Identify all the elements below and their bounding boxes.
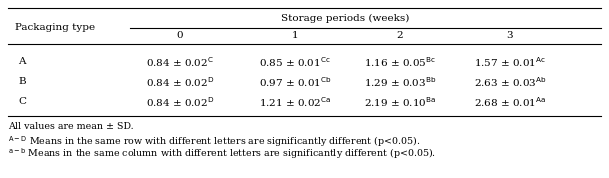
Text: 2.63 ± 0.03$^{\mathrm{Ab}}$: 2.63 ± 0.03$^{\mathrm{Ab}}$ <box>474 75 546 89</box>
Text: 0.85 ± 0.01$^{\mathrm{Cc}}$: 0.85 ± 0.01$^{\mathrm{Cc}}$ <box>259 55 331 69</box>
Text: 3: 3 <box>507 32 513 41</box>
Text: 0.84 ± 0.02$^{\mathrm{C}}$: 0.84 ± 0.02$^{\mathrm{C}}$ <box>146 55 214 69</box>
Text: 0: 0 <box>177 32 183 41</box>
Text: C: C <box>18 98 26 106</box>
Text: $^{\mathrm{a-b}}$ Means in the same column with different letters are significan: $^{\mathrm{a-b}}$ Means in the same colu… <box>8 146 436 161</box>
Text: 1.29 ± 0.03$^{\mathrm{Bb}}$: 1.29 ± 0.03$^{\mathrm{Bb}}$ <box>364 75 436 89</box>
Text: 1.21 ± 0.02$^{\mathrm{Ca}}$: 1.21 ± 0.02$^{\mathrm{Ca}}$ <box>259 95 331 109</box>
Text: $^{\mathrm{A-D}}$ Means in the same row with different letters are significantly: $^{\mathrm{A-D}}$ Means in the same row … <box>8 134 420 149</box>
Text: 0.84 ± 0.02$^{\mathrm{D}}$: 0.84 ± 0.02$^{\mathrm{D}}$ <box>146 95 214 109</box>
Text: Storage periods (weeks): Storage periods (weeks) <box>281 13 409 23</box>
Text: 2.68 ± 0.01$^{\mathrm{Aa}}$: 2.68 ± 0.01$^{\mathrm{Aa}}$ <box>474 95 546 109</box>
Text: 2.19 ± 0.10$^{\mathrm{Ba}}$: 2.19 ± 0.10$^{\mathrm{Ba}}$ <box>364 95 436 109</box>
Text: 0.97 ± 0.01$^{\mathrm{Cb}}$: 0.97 ± 0.01$^{\mathrm{Cb}}$ <box>259 75 331 89</box>
Text: 2: 2 <box>396 32 403 41</box>
Text: All values are mean ± SD.: All values are mean ± SD. <box>8 122 133 131</box>
Text: 1: 1 <box>292 32 298 41</box>
Text: Packaging type: Packaging type <box>15 23 95 33</box>
Text: 1.16 ± 0.05$^{\mathrm{Bc}}$: 1.16 ± 0.05$^{\mathrm{Bc}}$ <box>364 55 436 69</box>
Text: 1.57 ± 0.01$^{\mathrm{Ac}}$: 1.57 ± 0.01$^{\mathrm{Ac}}$ <box>474 55 546 69</box>
Text: 0.84 ± 0.02$^{\mathrm{D}}$: 0.84 ± 0.02$^{\mathrm{D}}$ <box>146 75 214 89</box>
Text: B: B <box>18 77 26 87</box>
Text: A: A <box>18 57 26 67</box>
